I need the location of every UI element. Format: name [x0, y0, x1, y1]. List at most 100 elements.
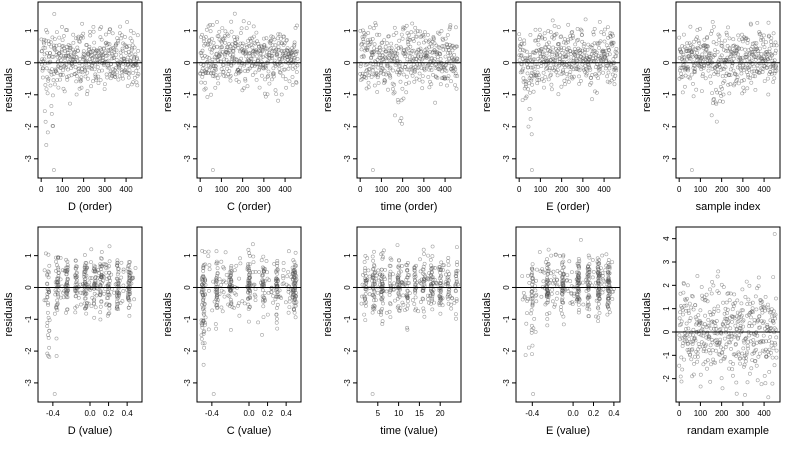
data-point — [409, 30, 414, 35]
data-point — [553, 302, 557, 307]
data-point — [692, 361, 696, 366]
data-point — [292, 40, 297, 45]
data-point — [52, 37, 57, 42]
data-point — [742, 89, 747, 94]
data-point — [228, 44, 233, 49]
data-point — [221, 70, 226, 75]
data-point — [125, 45, 129, 50]
data-point — [261, 36, 266, 41]
data-point — [711, 24, 716, 29]
data-point — [121, 61, 126, 66]
data-point — [263, 64, 268, 69]
data-point — [60, 24, 64, 29]
data-point — [743, 392, 747, 397]
data-point — [716, 72, 721, 77]
data-point — [362, 312, 367, 317]
data-point — [380, 53, 385, 58]
data-point — [446, 296, 451, 301]
data-point — [410, 298, 415, 303]
data-point — [405, 325, 410, 330]
data-point — [446, 263, 451, 268]
data-point — [404, 23, 409, 28]
data-point — [227, 69, 232, 73]
data-point — [754, 41, 759, 46]
data-point — [680, 90, 685, 95]
data-point — [682, 32, 686, 37]
data-point — [385, 41, 390, 46]
data-point — [51, 72, 56, 76]
data-point — [540, 36, 545, 41]
data-point — [84, 311, 89, 316]
data-point — [52, 168, 56, 172]
data-point — [691, 94, 696, 99]
data-point — [426, 297, 430, 302]
data-point — [209, 64, 214, 69]
data-point — [77, 39, 82, 44]
data-point — [202, 341, 207, 346]
data-point — [260, 55, 265, 59]
x-tick-label: 400 — [119, 185, 133, 194]
data-point — [520, 98, 525, 103]
data-point — [589, 81, 594, 85]
data-point — [381, 47, 386, 52]
data-point — [286, 310, 291, 315]
data-point — [571, 34, 575, 38]
data-point — [65, 77, 70, 82]
data-point — [361, 54, 366, 59]
data-point — [132, 55, 137, 59]
data-point — [418, 269, 423, 274]
data-point — [410, 49, 414, 53]
data-point — [592, 41, 597, 46]
data-point — [611, 40, 616, 45]
data-point — [438, 82, 443, 87]
data-point — [102, 46, 107, 51]
data-point — [76, 67, 81, 71]
data-point — [570, 270, 574, 275]
data-point — [578, 50, 583, 55]
data-point — [368, 37, 373, 42]
data-point — [85, 89, 90, 94]
data-point — [564, 72, 569, 76]
data-point — [549, 278, 553, 283]
data-point — [566, 80, 571, 84]
y-tick-label: 1 — [502, 28, 511, 33]
data-point — [295, 57, 300, 61]
x-tick-label: 5 — [376, 409, 381, 418]
data-point — [536, 38, 541, 43]
data-point — [200, 48, 205, 53]
data-point — [403, 61, 408, 66]
data-point — [80, 63, 85, 68]
data-point — [570, 35, 575, 40]
plot-frame — [37, 1, 143, 179]
data-point — [702, 63, 707, 68]
data-point — [279, 57, 284, 62]
data-point — [290, 83, 295, 87]
data-point — [444, 69, 449, 73]
data-point — [287, 79, 292, 84]
data-point — [218, 52, 223, 56]
y-tick-label: 0 — [24, 60, 33, 65]
data-point — [543, 75, 548, 79]
data-point — [279, 92, 284, 97]
data-point — [108, 27, 113, 32]
data-point — [210, 308, 215, 313]
x-tick-label: 0.0 — [243, 409, 255, 418]
data-point — [742, 364, 746, 369]
data-point — [47, 345, 52, 350]
data-point — [199, 336, 204, 341]
data-point — [42, 41, 46, 46]
y-tick-label: -2 — [662, 123, 671, 131]
data-point — [524, 79, 529, 84]
data-point — [40, 57, 45, 62]
data-point — [446, 255, 451, 260]
data-point — [210, 60, 215, 65]
data-point — [56, 85, 61, 90]
data-point — [235, 37, 240, 42]
data-point — [286, 66, 291, 71]
data-point — [62, 34, 66, 38]
data-point — [237, 313, 242, 318]
data-point — [405, 57, 410, 62]
data-point — [388, 73, 393, 78]
data-point — [679, 71, 684, 76]
data-point — [64, 44, 69, 49]
